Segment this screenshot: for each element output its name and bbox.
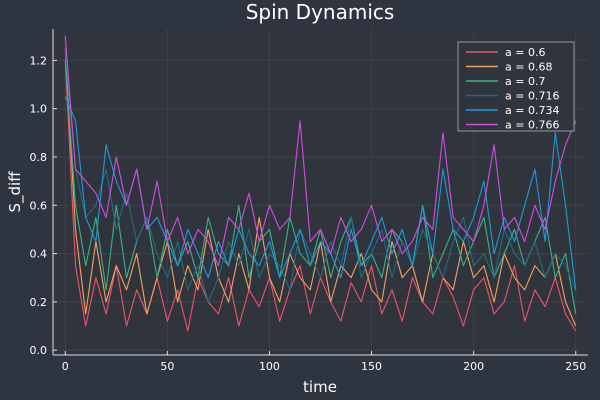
series-lines xyxy=(64,36,577,332)
y-tick-label: 1.0 xyxy=(30,103,48,116)
y-tick-label: 0.2 xyxy=(30,296,48,309)
legend-label-2: a = 0.7 xyxy=(505,75,545,88)
y-axis-label: S_diff xyxy=(6,171,25,213)
x-tick-label: 250 xyxy=(565,360,586,373)
y-tick-label: 0.8 xyxy=(30,151,48,164)
x-axis-ticks: 0 50 100 150 200 250 xyxy=(62,351,586,373)
x-tick-label: 0 xyxy=(62,360,69,373)
x-tick-label: 200 xyxy=(463,360,484,373)
x-tick-label: 100 xyxy=(259,360,280,373)
y-tick-label: 0.4 xyxy=(30,248,48,261)
legend-label-1: a = 0.68 xyxy=(505,61,552,74)
y-tick-label: 1.2 xyxy=(30,54,48,67)
y-tick-label: 0.0 xyxy=(30,344,48,357)
series-line-3 xyxy=(64,48,577,303)
y-tick-label: 0.6 xyxy=(30,199,48,212)
legend-label-0: a = 0.6 xyxy=(505,46,545,59)
legend-label-5: a = 0.766 xyxy=(505,119,559,132)
series-line-4 xyxy=(64,96,577,290)
legend-label-4: a = 0.734 xyxy=(505,104,559,117)
x-tick-label: 150 xyxy=(361,360,382,373)
chart-title: Spin Dynamics xyxy=(246,0,395,24)
legend-box xyxy=(457,41,575,132)
legend-label-3: a = 0.716 xyxy=(505,90,559,103)
y-axis-ticks: 0.0 0.2 0.4 0.6 0.8 1.0 1.2 xyxy=(30,54,57,357)
x-axis-label: time xyxy=(303,378,337,396)
series-line-5 xyxy=(64,36,577,267)
x-tick-label: 50 xyxy=(160,360,174,373)
